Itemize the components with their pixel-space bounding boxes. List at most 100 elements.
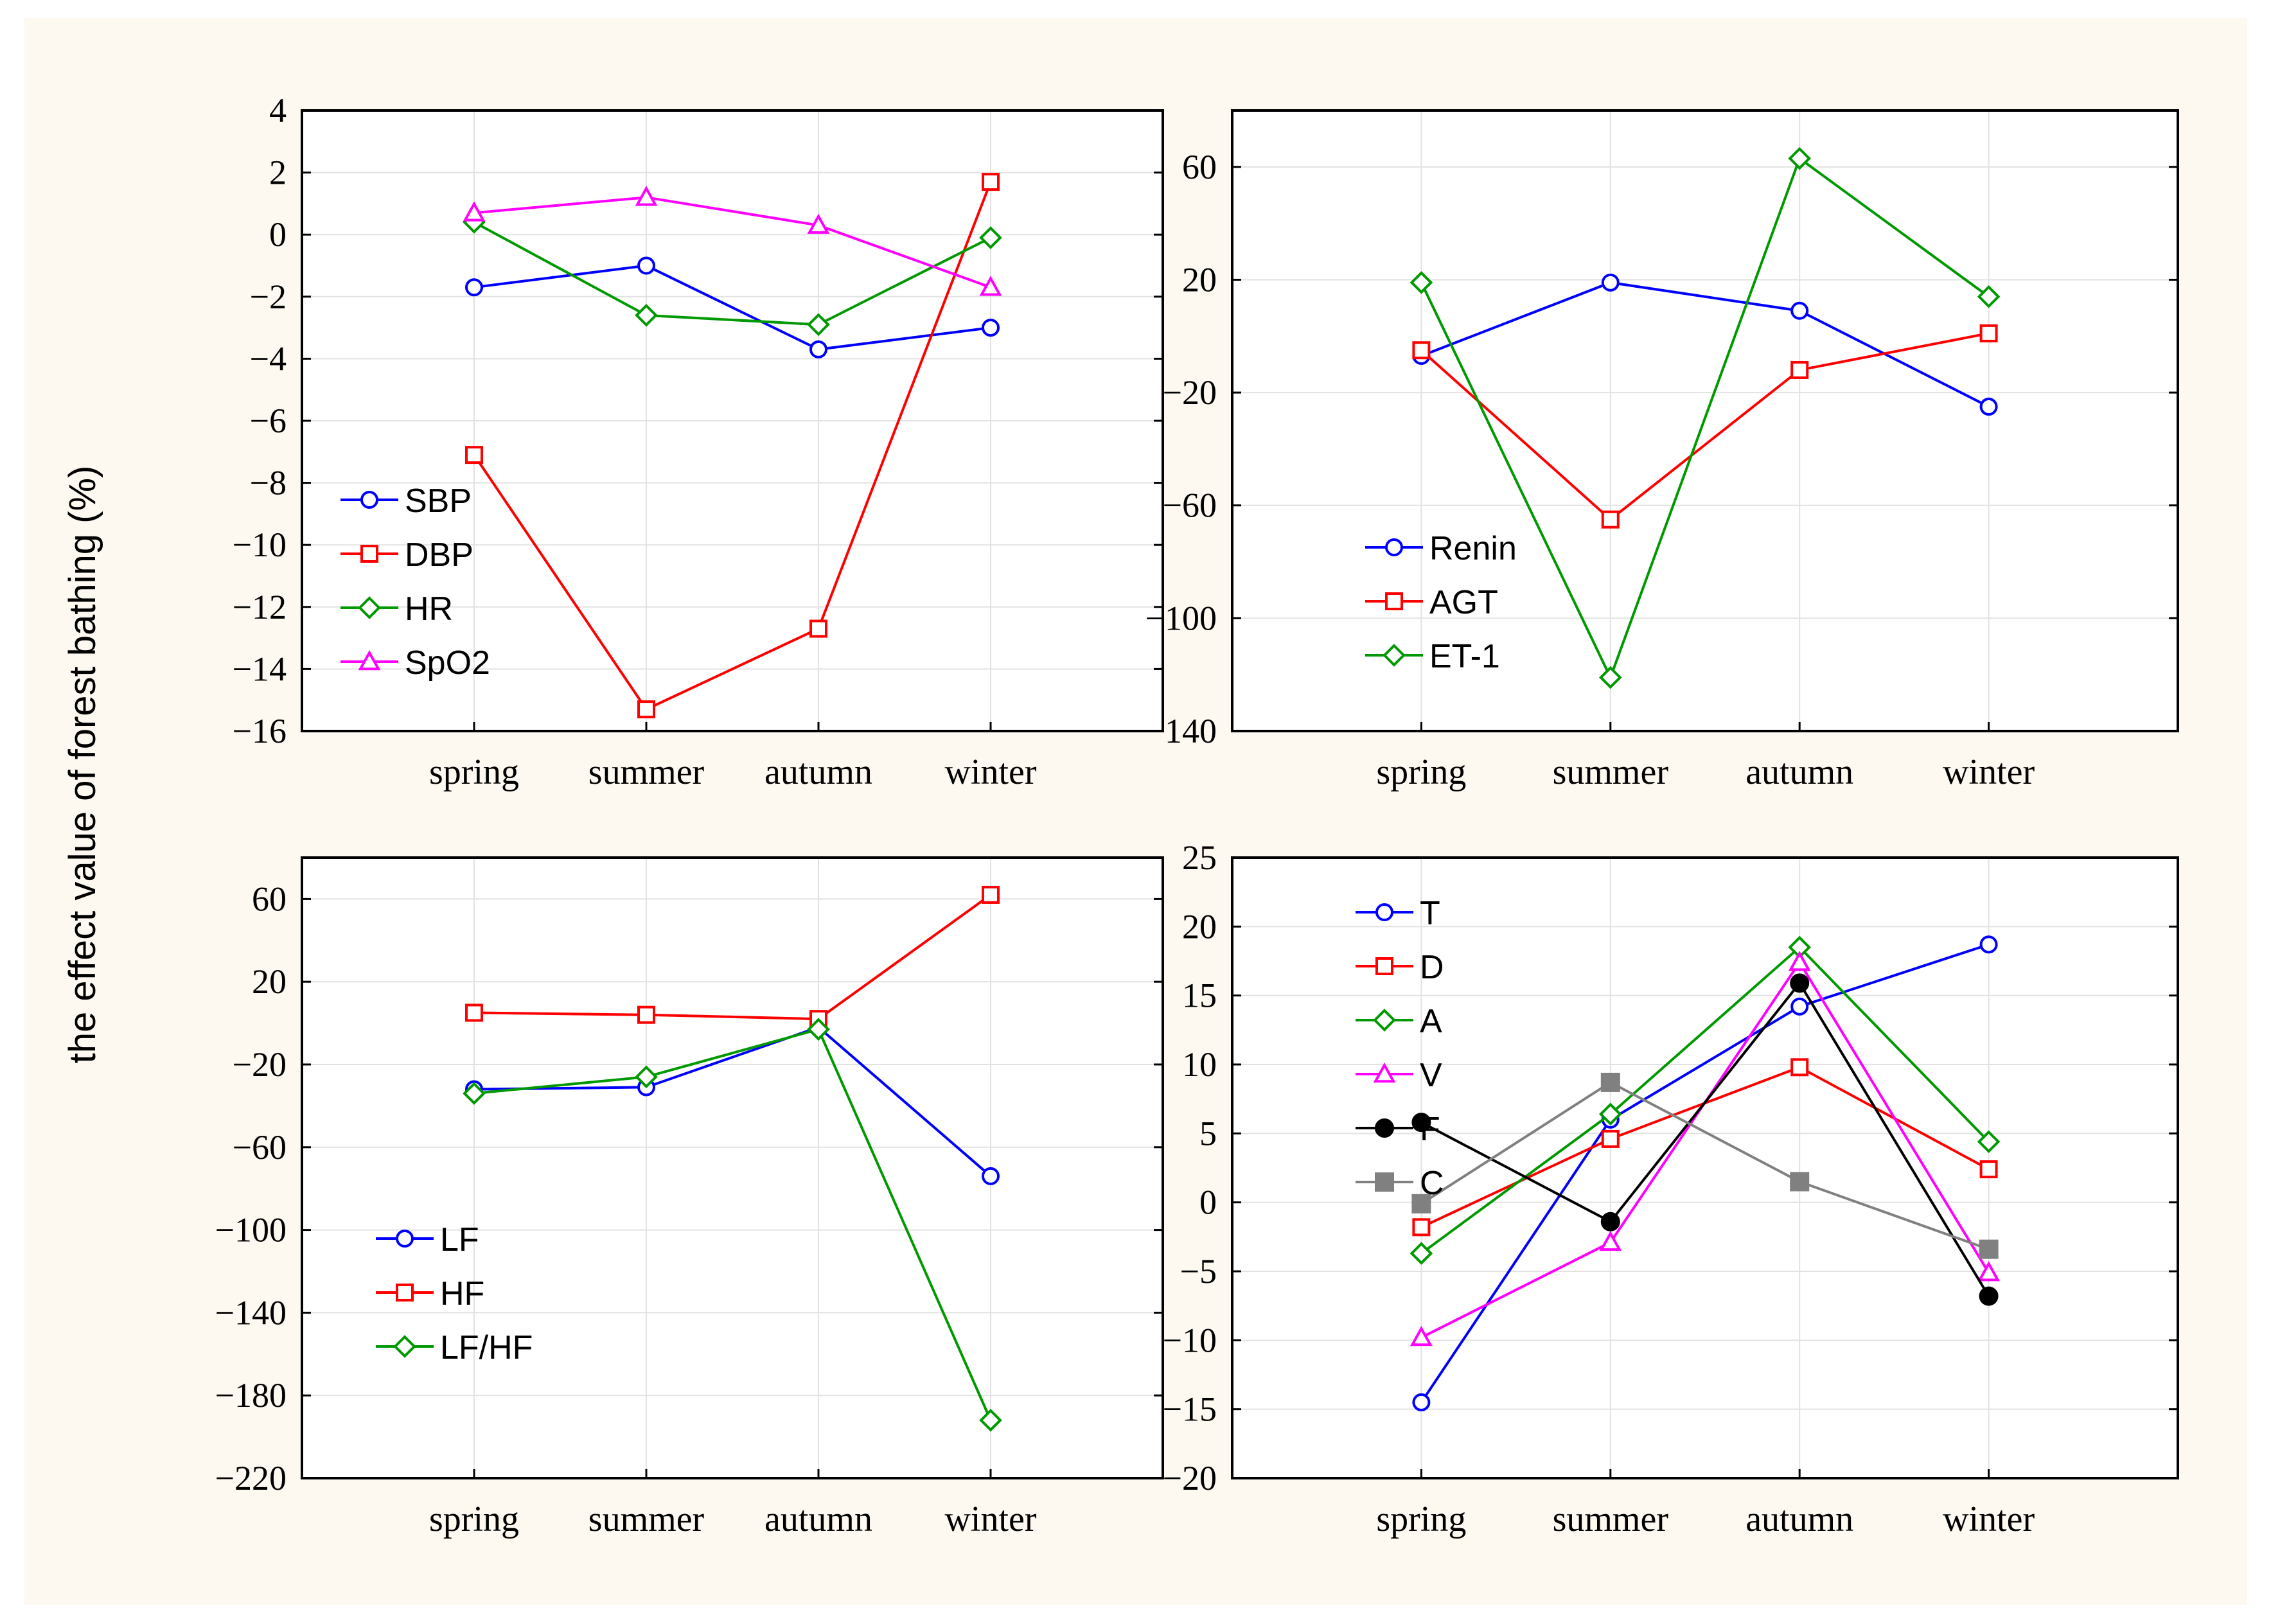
data-point	[463, 201, 486, 222]
legend: SBP DBP HR SpO2	[340, 482, 490, 682]
x-tick-label-summer: summer	[588, 1499, 705, 1539]
series-line	[1420, 281, 1990, 408]
y-tick-label: −140	[215, 1293, 287, 1332]
legend-label: HF	[440, 1275, 484, 1312]
y-tick-label: −2	[250, 278, 287, 316]
data-point	[1790, 997, 1809, 1016]
series-line	[473, 894, 992, 1021]
y-tick-label: −16	[233, 712, 287, 750]
series-line	[473, 221, 991, 326]
data-point	[635, 1065, 658, 1089]
data-point	[1601, 273, 1620, 292]
legend-marker	[358, 649, 381, 671]
data-point	[463, 1082, 486, 1105]
data-point	[1410, 1325, 1433, 1346]
x-tick-label-winter: winter	[944, 1499, 1036, 1539]
legend-label: Renin	[1429, 530, 1517, 567]
legend: Renin AGT ET-1	[1365, 530, 1517, 675]
x-tick-label-spring: spring	[1376, 1499, 1466, 1539]
data-point	[979, 1409, 1002, 1432]
series-line	[1420, 945, 1990, 1255]
series-line	[1420, 331, 1989, 522]
data-point	[635, 186, 658, 206]
legend-marker	[396, 1284, 414, 1302]
x-tick-label-spring: spring	[429, 1499, 519, 1539]
legend-marker	[1385, 592, 1403, 610]
y-tick-label: 20	[252, 962, 287, 1001]
data-point	[982, 1167, 1000, 1185]
x-tick-label-autumn: autumn	[1745, 1499, 1853, 1539]
y-tick-label: −6	[250, 402, 287, 440]
data-point	[1790, 360, 1809, 379]
data-point	[1979, 1286, 1999, 1306]
y-tick-label: −4	[250, 339, 287, 378]
y-tick-label: −60	[233, 1128, 287, 1167]
series-line	[473, 196, 991, 289]
y-tick-label: −60	[1163, 486, 1217, 525]
data-point	[1409, 1242, 1433, 1265]
series-a	[1409, 935, 2001, 1265]
legend-marker	[360, 491, 378, 509]
legend-marker	[1373, 1009, 1396, 1032]
data-point	[637, 256, 655, 275]
y-tick-label: −220	[215, 1459, 287, 1497]
y-tick-label: −100	[1145, 599, 1217, 637]
series-dbp	[465, 173, 1000, 719]
data-point	[807, 313, 830, 337]
legend-label: DBP	[405, 536, 473, 574]
legend-marker	[396, 1230, 414, 1248]
legend-label: V	[1420, 1057, 1442, 1094]
y-tick-label: −14	[233, 649, 287, 688]
y-tick-label: −20	[233, 1045, 287, 1084]
plot-area	[1232, 858, 2178, 1478]
x-tick-label-autumn: autumn	[1745, 752, 1853, 792]
plot-frame	[301, 109, 1164, 732]
y-tick-label: −20	[1163, 1459, 1217, 1497]
data-point	[465, 278, 483, 297]
y-tick-label: −5	[1180, 1252, 1217, 1291]
data-point	[1600, 1072, 1620, 1092]
legend-marker	[1375, 903, 1393, 921]
legend-label: F	[1420, 1111, 1440, 1148]
data-point	[809, 340, 827, 358]
data-point	[807, 213, 830, 234]
data-point	[982, 173, 1000, 191]
legend-marker	[1375, 957, 1393, 975]
data-point	[1979, 935, 1998, 954]
series-line	[473, 264, 991, 351]
series-line	[1420, 943, 1990, 1404]
data-point	[1979, 1160, 1998, 1179]
plot-frame	[301, 856, 1164, 1479]
y-tick-label: 20	[1182, 260, 1217, 299]
legend-marker	[360, 545, 378, 563]
x-tick-label-autumn: autumn	[764, 752, 872, 792]
y-tick-label: −15	[1163, 1390, 1217, 1429]
y-tick-label: 60	[1182, 148, 1217, 186]
series-line	[1420, 980, 1990, 1297]
x-tick-label-summer: summer	[1553, 752, 1669, 792]
data-point	[1412, 1218, 1431, 1237]
legend: LF HF LF/HF	[376, 1221, 533, 1366]
data-point	[1790, 1172, 1810, 1192]
data-point	[1598, 1102, 1622, 1126]
y-tick-label: −10	[233, 525, 287, 564]
legend-label: HR	[405, 590, 453, 628]
series-f	[1411, 973, 1999, 1306]
series-et-1	[1409, 146, 2001, 689]
data-point	[1601, 510, 1620, 529]
data-point	[1977, 1261, 2000, 1282]
plot-area	[302, 858, 1163, 1478]
data-point	[1790, 301, 1809, 320]
series-agt	[1412, 324, 1998, 529]
y-tick-label: 0	[269, 215, 287, 254]
y-tick-label: 5	[1199, 1114, 1217, 1152]
series-line	[1420, 156, 1990, 681]
legend-label: D	[1420, 949, 1444, 986]
data-point	[1409, 271, 1433, 294]
series-line	[473, 1025, 992, 1178]
data-point	[465, 1003, 483, 1022]
plot-frame	[1231, 856, 2179, 1479]
x-tick-label-winter: winter	[1943, 1499, 2035, 1539]
